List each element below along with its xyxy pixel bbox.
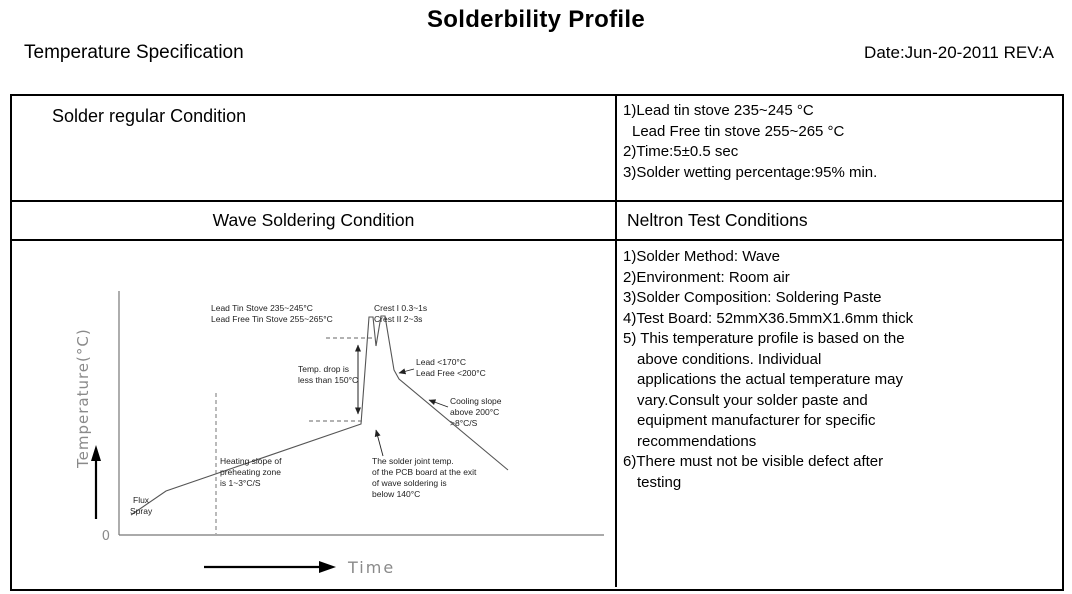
spec-line: Lead Free tin stove 255~265 °C — [632, 122, 845, 140]
condition-item: 3)Solder Composition: Soldering Paste — [623, 289, 882, 306]
table-row-profile: 0 Temperature(°C) Time — [12, 239, 1062, 587]
document: { "page": { "title": "Solderbility Profi… — [0, 6, 1072, 594]
annotation-crest: Crest II 2~3s — [374, 314, 422, 324]
annotation-solder-joint: of the PCB board at the exit — [372, 467, 477, 477]
cell-neltron-header: Neltron Test Conditions — [617, 202, 1062, 239]
neltron-header: Neltron Test Conditions — [627, 210, 808, 230]
condition-item: 4)Test Board: 52mmX36.5mmX1.6mm thick — [623, 309, 914, 327]
annotation-temp-drop: less than 150°C — [298, 375, 358, 385]
annotation-solder-joint: The solder joint temp. — [372, 456, 454, 466]
condition-item: 6)There must not be visible defect after… — [623, 453, 884, 491]
annotation-cooling-slope: above 200°C — [450, 407, 499, 417]
up-arrow-icon — [91, 445, 101, 519]
table-row-headers: Wave Soldering Condition Neltron Test Co… — [12, 200, 1062, 239]
spec-line: 3)Solder wetting percentage:95% min. — [623, 163, 878, 181]
annotation-solder-joint: of wave soldering is — [372, 478, 447, 488]
annotation-stove: Lead Free Tin Stove 255~265°C — [211, 314, 333, 324]
lead-leader-arrow — [398, 368, 415, 375]
annotation-solder-joint: below 140°C — [372, 489, 420, 499]
solder-regular-label: Solder regular Condition — [52, 106, 247, 126]
cell-test-conditions: 1)Solder Method: Wave 2)Environment: Roo… — [617, 241, 1062, 587]
x-axis-label: Time — [347, 558, 395, 577]
cooling-leader-arrow — [428, 399, 449, 408]
section-heading: Temperature Specification — [24, 42, 244, 63]
annotation-heating-slope: Heating slope of — [220, 456, 282, 466]
condition-item: 2)Environment: Room air — [623, 268, 790, 286]
annotation-crest: Crest I 0.3~1s — [374, 303, 427, 313]
table-row-solder-regular: Solder regular Condition 1)Lead tin stov… — [12, 96, 1062, 200]
spec-table: Solder regular Condition 1)Lead tin stov… — [10, 94, 1064, 591]
annotation-flux-spray: Spray — [130, 506, 153, 516]
annotation-stove: Lead Tin Stove 235~245°C — [211, 303, 313, 313]
annotation-heating-slope: preheating zone — [220, 467, 281, 477]
y-axis-label: Temperature(°C) — [74, 328, 92, 469]
cell-wave-header: Wave Soldering Condition — [12, 202, 617, 239]
joint-leader-arrow — [374, 429, 384, 457]
cell-diagram: 0 Temperature(°C) Time — [12, 241, 617, 587]
spec-line: 2)Time:5±0.5 sec — [623, 143, 739, 160]
page-title: Solderbility Profile — [426, 6, 646, 33]
annotation-heating-slope: is 1~3°C/S — [220, 478, 261, 488]
annotation-temp-drop: Temp. drop is — [298, 364, 349, 374]
annotation-flux-spray: Flux — [133, 495, 150, 505]
test-conditions-list: 1)Solder Method: Wave 2)Environment: Roo… — [617, 241, 1051, 493]
spec-line: 1)Lead tin stove 235~245 °C — [623, 102, 814, 119]
cell-solder-regular-specs: 1)Lead tin stove 235~245 °C Lead Free ti… — [617, 96, 1062, 200]
subheader: Temperature Specification Date:Jun-20-20… — [24, 42, 1054, 64]
profile-curve — [130, 315, 509, 516]
origin-label: 0 — [102, 529, 110, 544]
annotation-lead-limit: Lead Free <200°C — [416, 368, 486, 378]
temperature-profile-diagram: 0 Temperature(°C) Time — [74, 291, 604, 577]
wave-soldering-header: Wave Soldering Condition — [212, 210, 415, 230]
annotation-lead-limit: Lead <170°C — [416, 357, 466, 367]
annotation-cooling-slope: Cooling slope — [450, 396, 502, 406]
condition-item: 5) This temperature profile is based on … — [623, 330, 905, 450]
annotation-cooling-slope: >8°C/S — [450, 418, 478, 428]
right-arrow-icon — [204, 561, 336, 573]
condition-item: 1)Solder Method: Wave — [623, 248, 781, 265]
date-rev: Date:Jun-20-2011 REV:A — [864, 43, 1054, 62]
cell-solder-regular: Solder regular Condition — [12, 96, 617, 200]
